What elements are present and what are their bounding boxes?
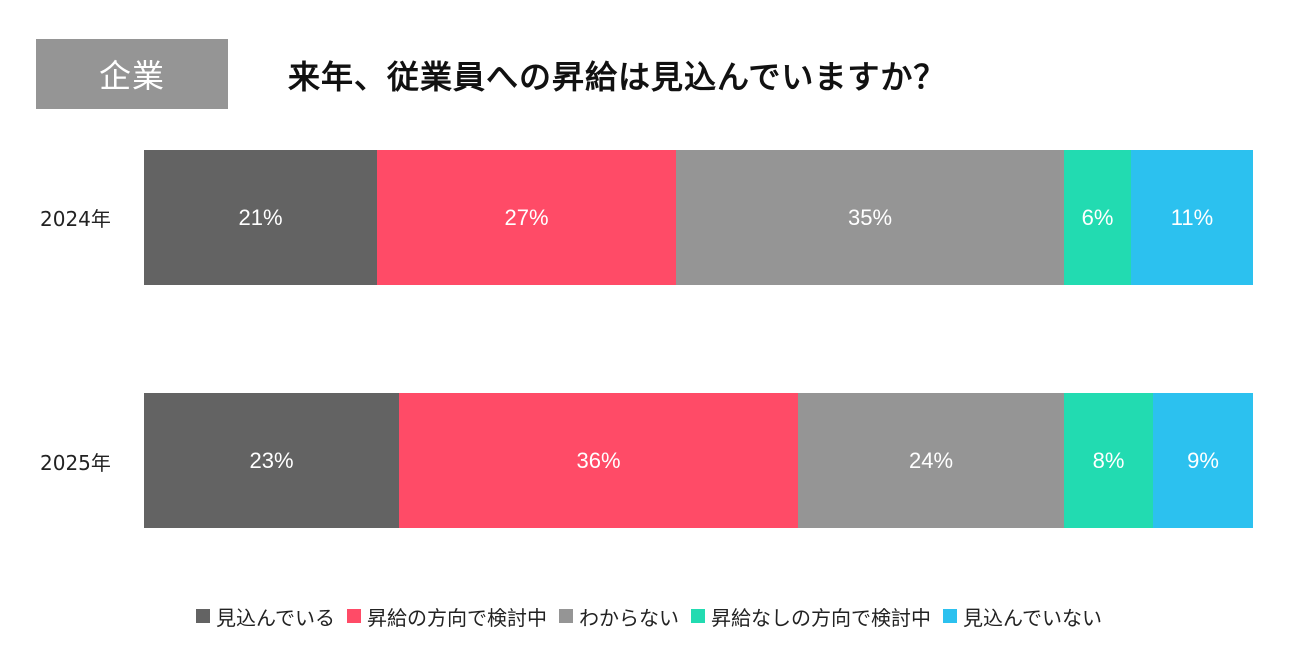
legend-swatch <box>559 609 573 623</box>
legend-label: わからない <box>579 605 679 630</box>
data-label: 27% <box>504 204 549 230</box>
bar-segment-0-4: 11% <box>1131 150 1253 285</box>
bar-segment-1-4: 9% <box>1153 393 1253 528</box>
legend-label: 昇給の方向で検討中 <box>367 605 547 630</box>
bar-segment-1-3: 8% <box>1064 393 1153 528</box>
legend-item-1: 昇給の方向で検討中 <box>347 602 547 631</box>
bar-segment-1-0: 23% <box>144 393 399 528</box>
row-label-2025: 2025年 <box>40 450 111 475</box>
bar-segment-0-1: 27% <box>377 150 676 285</box>
legend-swatch <box>196 609 210 623</box>
legend-swatch <box>691 609 705 623</box>
data-label: 6% <box>1081 204 1114 230</box>
data-label: 36% <box>576 447 621 473</box>
bar-segment-1-1: 36% <box>399 393 798 528</box>
bar-segment-0-2: 35% <box>676 150 1064 285</box>
bar-segment-0-0: 21% <box>144 150 377 285</box>
bar-segment-0-3: 6% <box>1064 150 1131 285</box>
bar-2025: 23% 36% 24% 8% 9% <box>144 393 1253 528</box>
bar-2024: 21% 27% 35% 6% 11% <box>144 150 1253 285</box>
data-label: 11% <box>1170 204 1214 230</box>
legend-label: 昇給なしの方向で検討中 <box>711 605 931 630</box>
legend-label: 見込んでいない <box>963 605 1102 630</box>
legend-label: 見込んでいる <box>216 605 335 630</box>
bar-segment-1-2: 24% <box>798 393 1064 528</box>
data-label: 8% <box>1092 447 1125 473</box>
legend-item-4: 見込んでいない <box>943 602 1102 631</box>
legend-swatch <box>943 609 957 623</box>
data-label: 23% <box>249 447 294 473</box>
legend-swatch <box>347 609 361 623</box>
row-label-2024: 2024年 <box>40 206 111 231</box>
chart-title: 来年、従業員への昇給は見込んでいますか？ <box>288 58 947 96</box>
data-label: 24% <box>908 447 954 473</box>
legend-item-0: 見込んでいる <box>196 602 335 631</box>
data-label: 35% <box>847 204 893 230</box>
data-label: 9% <box>1187 447 1219 473</box>
legend-item-2: わからない <box>559 602 679 631</box>
legend-item-3: 昇給なしの方向で検討中 <box>691 602 931 631</box>
data-label: 21% <box>238 204 283 230</box>
category-tag: 企業 <box>36 39 228 109</box>
legend: 見込んでいる 昇給の方向で検討中 わからない 昇給なしの方向で検討中 見込んでいない <box>0 600 1298 632</box>
